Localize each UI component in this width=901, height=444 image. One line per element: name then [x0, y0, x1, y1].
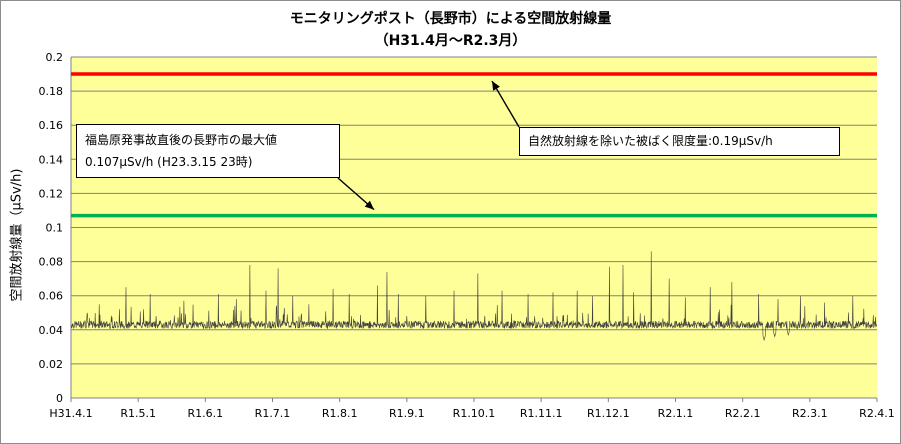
limit-label: 自然放射線を除いた被ばく限度量:0.19μSv/h [528, 134, 773, 148]
max-value-callout: 福島原発事故直後の長野市の最大値 0.107μSv/h (H23.3.15 23… [76, 124, 340, 178]
chart-subtitle: （H31.4月～R2.3月） [374, 33, 527, 49]
chart-title: モニタリングポスト（長野市）による空間放射線量 [289, 11, 612, 27]
x-tick-label: R1.6.1 [188, 407, 224, 420]
y-tick-label: 0 [56, 392, 63, 405]
x-tick-label: H31.4.1 [49, 407, 92, 420]
y-tick-label: 0.16 [39, 119, 64, 132]
y-axis-label: 空間放射線量（μSv/h) [9, 168, 25, 302]
max-value-detail: 0.107μSv/h (H23.3.15 23時) [85, 155, 253, 169]
y-tick-label: 0.12 [39, 187, 64, 200]
dose-series [70, 251, 878, 342]
callout-arrows [337, 80, 520, 211]
max-value-label: 福島原発事故直後の長野市の最大値 [85, 133, 278, 147]
limit-arrow [491, 80, 520, 128]
x-tick-labels: H31.4.1 R1.5.1 R1.6.1 R1.7.1 R1.8.1 R1.9.1 R1.… [49, 398, 895, 420]
x-tick-label: R1.11.1 [520, 407, 563, 420]
x-tick-label: R2.2.1 [725, 407, 761, 420]
y-tick-label: 0.06 [39, 290, 64, 303]
reference-lines [71, 72, 877, 218]
x-tick-label: R2.1.1 [658, 407, 694, 420]
limit-callout: 自然放射線を除いた被ばく限度量:0.19μSv/h [519, 127, 840, 156]
y-tick-label: 0.18 [39, 85, 64, 98]
x-tick-label: R1.7.1 [255, 407, 291, 420]
y-tick-label: 0.2 [46, 51, 64, 64]
y-tick-label: 0.04 [39, 324, 64, 337]
y-tick-label: 0.14 [39, 153, 64, 166]
x-tick-label: R1.9.1 [389, 407, 425, 420]
x-tick-label: R1.8.1 [322, 407, 358, 420]
y-tick-label: 0.08 [39, 256, 64, 269]
y-tick-labels: 0 0.02 0.04 0.06 0.08 0.1 0.12 0.14 0.16 0.18 0.2 [39, 51, 64, 405]
y-tick-label: 0.1 [46, 222, 64, 235]
x-tick-label: R2.3.1 [792, 407, 828, 420]
dose-series-line [70, 251, 878, 342]
x-tick-label: R1.5.1 [120, 407, 156, 420]
y-axis-label-box: 空間放射線量（μSv/h) [2, 150, 28, 320]
x-tick-label: R1.12.1 [587, 407, 630, 420]
x-tick-label: R2.4.1 [859, 407, 895, 420]
y-tick-label: 0.02 [39, 358, 64, 371]
max-value-arrow [337, 177, 375, 211]
x-tick-label: R1.10.1 [453, 407, 496, 420]
